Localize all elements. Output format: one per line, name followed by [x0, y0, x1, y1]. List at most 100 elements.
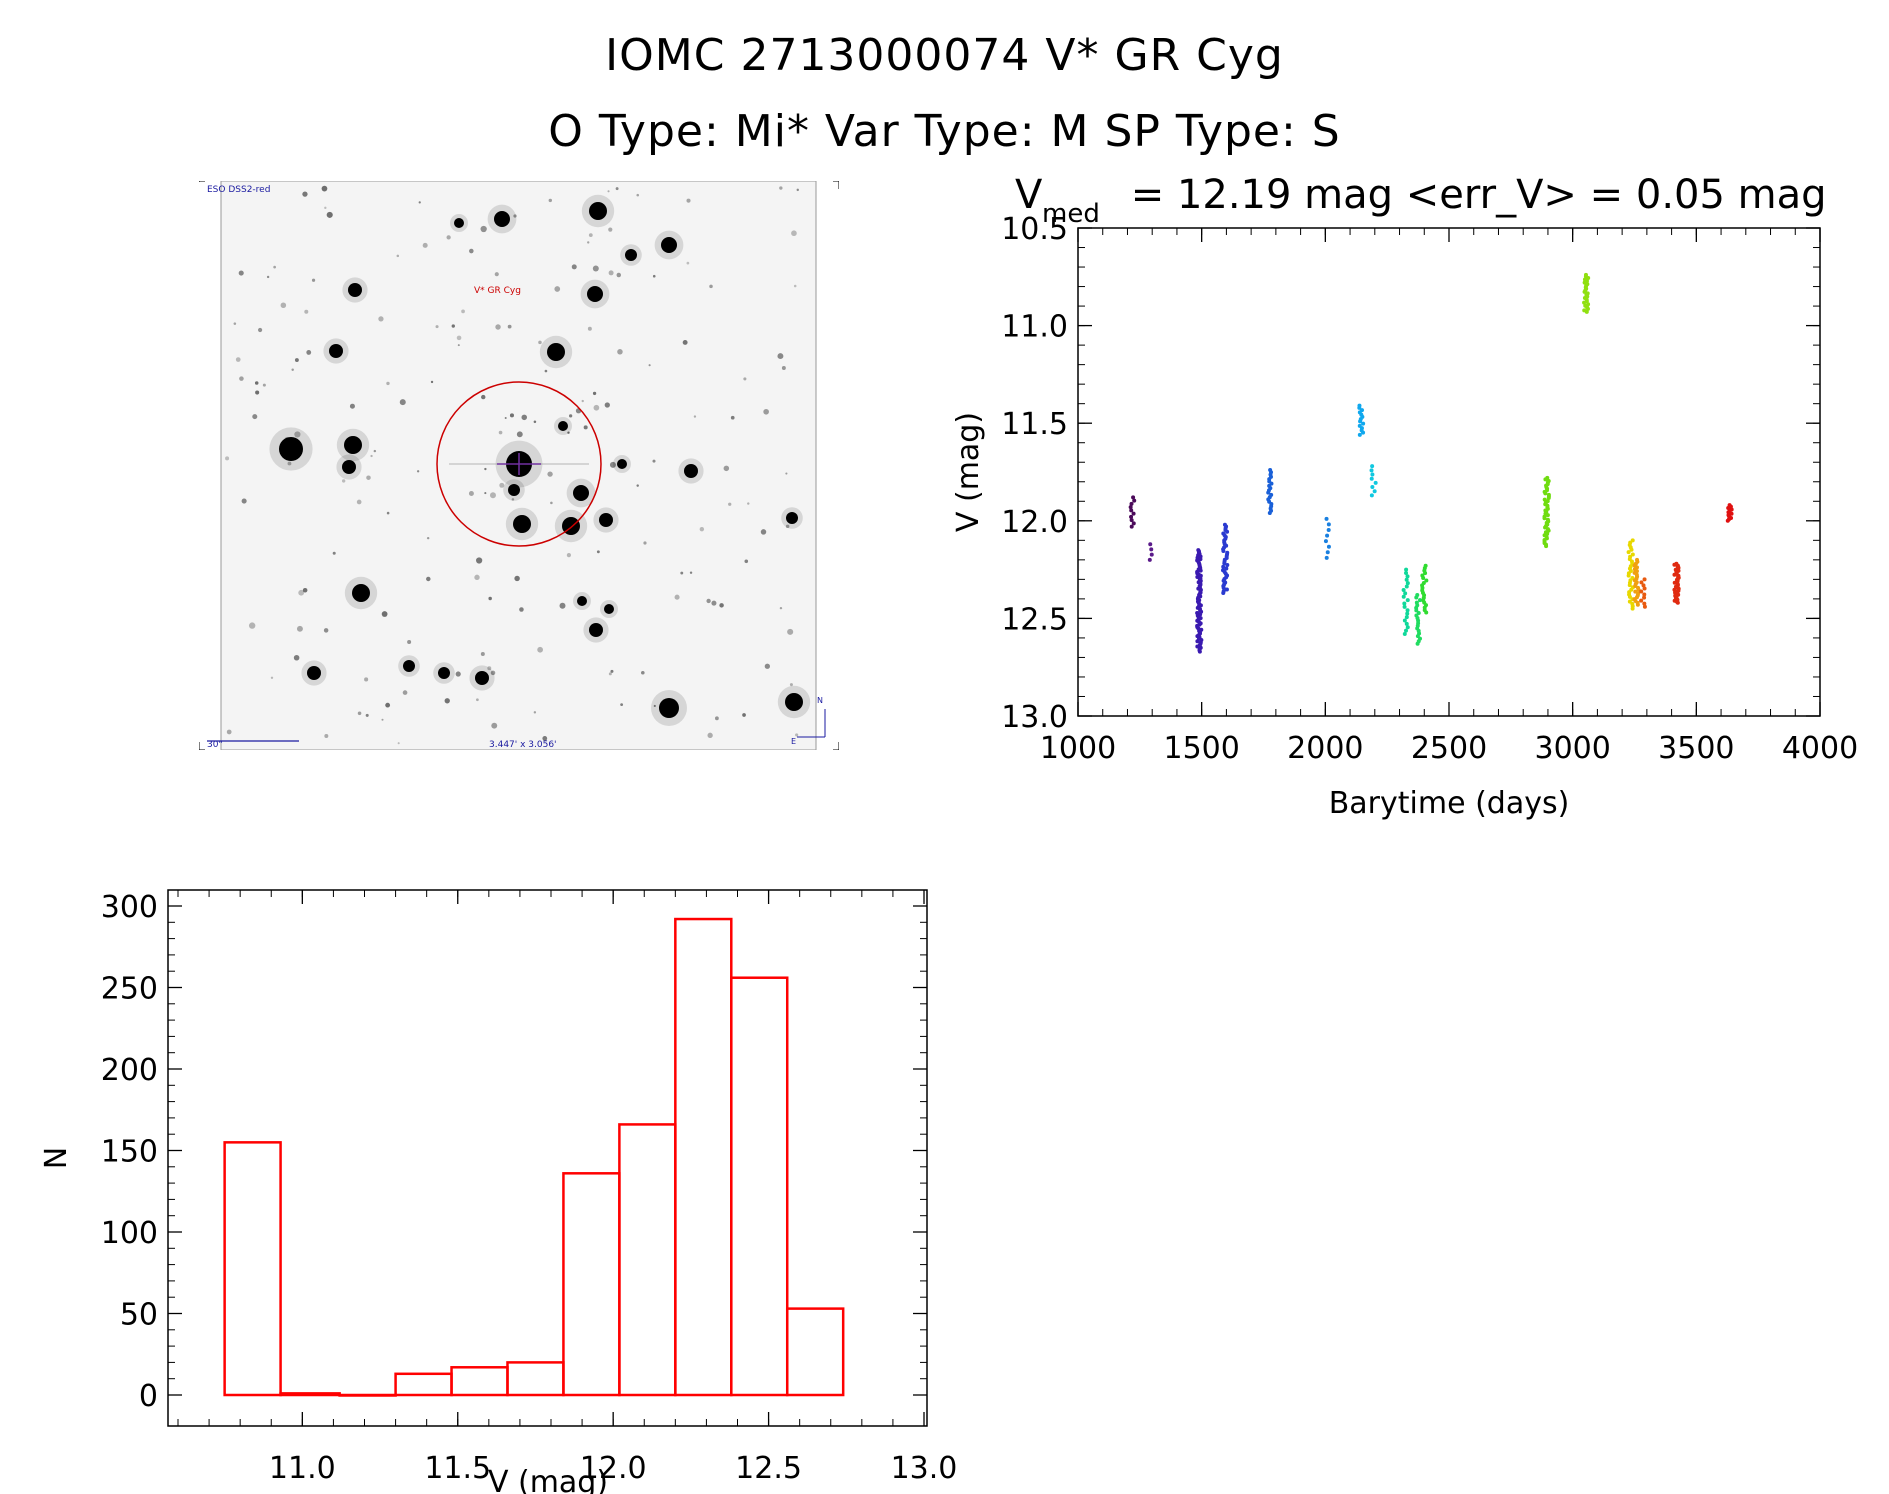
target-label: V* GR Cyg	[474, 286, 521, 296]
faint-star	[715, 716, 719, 721]
lc-plot-frame	[1077, 227, 1821, 717]
faint-star	[616, 272, 621, 278]
faint-star	[491, 722, 498, 729]
faint-star	[422, 242, 428, 248]
faint-star	[608, 270, 614, 276]
faint-star	[607, 190, 610, 193]
bright-star	[329, 344, 343, 358]
lc-point	[1129, 518, 1134, 523]
bright-star	[547, 343, 565, 361]
faint-star	[680, 571, 684, 575]
faint-star	[241, 498, 247, 504]
lc-point	[1221, 591, 1226, 596]
lc-point	[1421, 576, 1426, 581]
lc-point	[1147, 557, 1152, 562]
faint-star	[742, 713, 746, 717]
faint-star	[620, 703, 624, 707]
lc-point	[1326, 528, 1331, 533]
faint-star	[294, 358, 299, 362]
lc-point	[1403, 591, 1408, 596]
faint-star	[617, 349, 623, 355]
lc-x-axis-label: Barytime (days)	[1329, 786, 1570, 821]
bright-star	[494, 211, 510, 227]
faint-star	[513, 214, 517, 218]
faint-star	[235, 357, 241, 362]
faint-star	[488, 596, 492, 601]
faint-star	[711, 600, 717, 606]
faint-star	[386, 381, 390, 386]
faint-star	[326, 211, 333, 218]
faint-star	[254, 381, 259, 385]
lc-point	[1630, 606, 1635, 611]
lc-point	[1639, 580, 1644, 585]
lc-point	[1405, 581, 1410, 586]
faint-star	[587, 326, 592, 331]
lc-point	[1401, 594, 1406, 599]
lc-point	[1129, 508, 1134, 513]
lc-point	[1414, 608, 1419, 613]
lc-point	[1128, 505, 1133, 510]
lc-point	[1370, 472, 1375, 477]
faint-star	[641, 670, 645, 675]
lc-point	[1546, 496, 1551, 501]
faint-star	[498, 430, 503, 435]
faint-star	[456, 335, 462, 341]
lc-x-tick-label: 1500	[1163, 731, 1239, 766]
bright-star	[508, 484, 520, 496]
faint-star	[709, 284, 713, 289]
faint-star	[728, 502, 732, 506]
lc-point	[1224, 566, 1229, 571]
lc-point	[1424, 578, 1429, 583]
hist-x-tick-label: 13.0	[891, 1451, 958, 1486]
faint-star	[480, 225, 487, 233]
faint-star	[476, 698, 479, 702]
faint-star	[270, 676, 274, 679]
hist-bar	[338, 1393, 397, 1397]
bright-star	[307, 666, 321, 680]
faint-star	[547, 471, 553, 477]
target-circle	[436, 381, 602, 547]
bright-star	[558, 421, 568, 431]
lc-point	[1149, 552, 1154, 557]
lc-point	[1641, 583, 1646, 588]
faint-star	[469, 248, 474, 254]
faint-star	[581, 399, 584, 403]
lc-axes: 1000 1500 2000 2500 3000 3500 4000 10.5 11.0 11.5…	[1001, 212, 1858, 766]
faint-star	[426, 576, 431, 582]
faint-star	[777, 353, 784, 360]
hist-axes: 11.0 11.5 12.0 12.5 13.0 0 50 100 150 200 250 300	[101, 890, 958, 1486]
lc-point	[1676, 588, 1681, 593]
lc-point	[1545, 513, 1550, 518]
faint-star	[779, 186, 783, 190]
lc-point	[1405, 625, 1410, 630]
bright-star	[344, 436, 362, 454]
lc-y-tick-label: 13.0	[1001, 700, 1068, 735]
bright-star	[403, 660, 415, 672]
lc-point	[1642, 577, 1647, 582]
lc-point	[1405, 598, 1410, 603]
faint-star	[787, 628, 794, 635]
lc-point	[1402, 601, 1407, 606]
lc-point	[1404, 615, 1409, 620]
faint-star	[559, 602, 566, 609]
faint-star	[302, 191, 308, 197]
faint-star	[507, 324, 512, 329]
lc-x-tick-label: 2000	[1287, 731, 1363, 766]
faint-star	[615, 187, 619, 191]
lc-point	[1642, 595, 1647, 600]
faint-star	[779, 606, 783, 610]
bright-star	[348, 283, 362, 297]
lc-y-tick-label: 11.0	[1001, 310, 1068, 345]
faint-star	[785, 524, 790, 529]
lc-point	[1543, 491, 1548, 496]
faint-star	[248, 622, 256, 629]
lc-point	[1582, 300, 1587, 305]
faint-star	[386, 511, 390, 515]
lc-point	[1405, 611, 1410, 616]
faint-star	[554, 286, 561, 292]
faint-star	[636, 193, 640, 197]
lc-point	[1372, 489, 1377, 494]
hist-y-tick-label: 50	[120, 1298, 158, 1333]
bright-star	[438, 667, 450, 679]
faint-star	[699, 526, 705, 532]
